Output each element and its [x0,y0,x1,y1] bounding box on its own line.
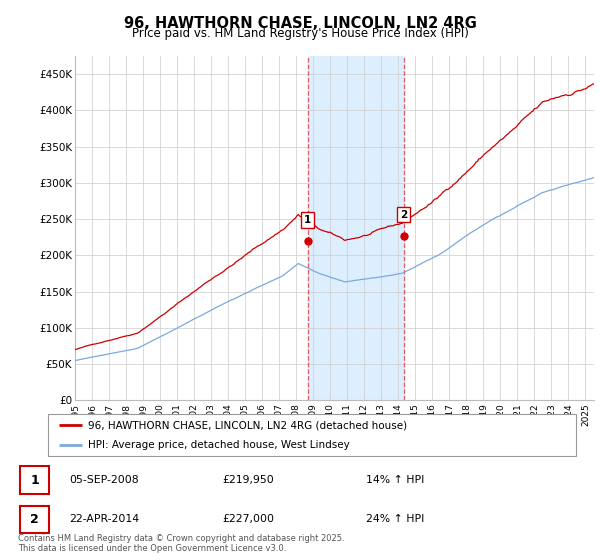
Text: 96, HAWTHORN CHASE, LINCOLN, LN2 4RG: 96, HAWTHORN CHASE, LINCOLN, LN2 4RG [124,16,476,31]
Text: 14% ↑ HPI: 14% ↑ HPI [366,475,424,485]
Text: 24% ↑ HPI: 24% ↑ HPI [366,515,424,524]
Text: 1: 1 [30,474,39,487]
Text: Contains HM Land Registry data © Crown copyright and database right 2025.
This d: Contains HM Land Registry data © Crown c… [18,534,344,553]
Text: £219,950: £219,950 [222,475,274,485]
FancyBboxPatch shape [48,414,576,456]
Text: 05-SEP-2008: 05-SEP-2008 [69,475,139,485]
Text: HPI: Average price, detached house, West Lindsey: HPI: Average price, detached house, West… [88,440,349,450]
Text: 22-APR-2014: 22-APR-2014 [69,515,139,524]
Text: £227,000: £227,000 [222,515,274,524]
Bar [308,56,404,400]
Text: 2: 2 [30,513,39,526]
FancyBboxPatch shape [20,466,49,494]
Text: 2: 2 [400,210,407,220]
Text: Price paid vs. HM Land Registry's House Price Index (HPI): Price paid vs. HM Land Registry's House … [131,27,469,40]
Text: 1: 1 [304,215,311,225]
Text: 96, HAWTHORN CHASE, LINCOLN, LN2 4RG (detached house): 96, HAWTHORN CHASE, LINCOLN, LN2 4RG (de… [88,421,407,430]
FancyBboxPatch shape [20,506,49,533]
